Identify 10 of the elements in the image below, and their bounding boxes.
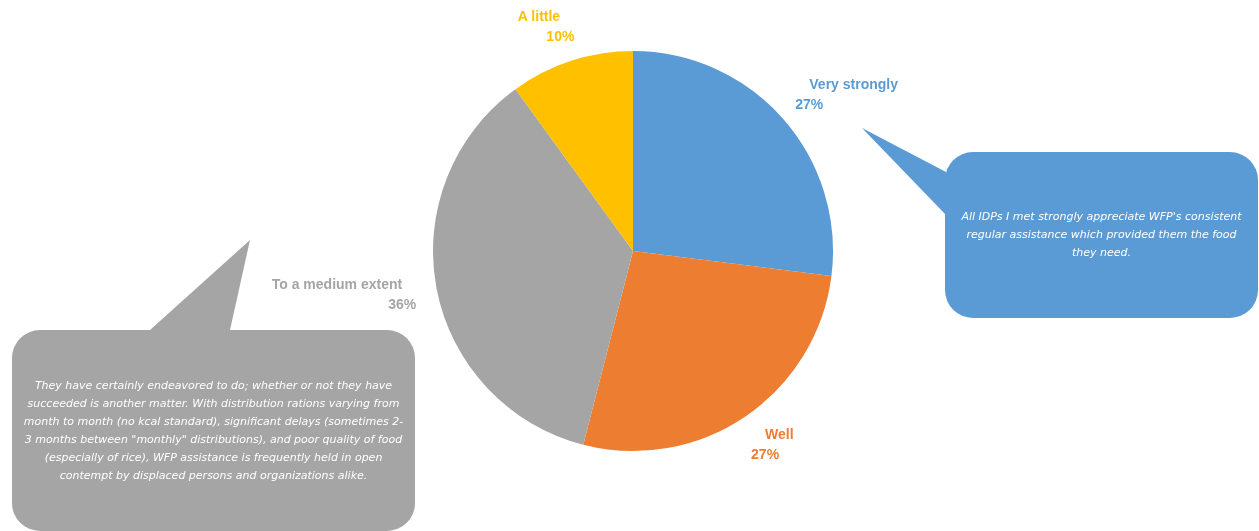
data-label: 27% [795, 96, 824, 113]
slice-label: To a medium extent [271, 275, 403, 292]
slice-label: A little [517, 8, 561, 25]
slice-label: Well [765, 426, 794, 443]
data-label: 27% [751, 446, 780, 463]
data-label: 10% [546, 28, 575, 45]
text: They have certainly endeavored to do; whether or not they have succeeded is another matter. With distribution rations varying from month to month (no kcal standard), significant delays (sometimes 2-3 months between "monthly" distributions), and poor quality of food (especially of rice), WFP assistance is frequently held in open contempt by displaced persons and organizations alike. [22, 377, 405, 484]
text: All IDPs I met strongly appreciate WFP's consistent regular assistance which provided them the food they need. [960, 209, 1243, 261]
data-label: 36% [388, 295, 417, 312]
slice-label: Very strongly [809, 76, 899, 93]
